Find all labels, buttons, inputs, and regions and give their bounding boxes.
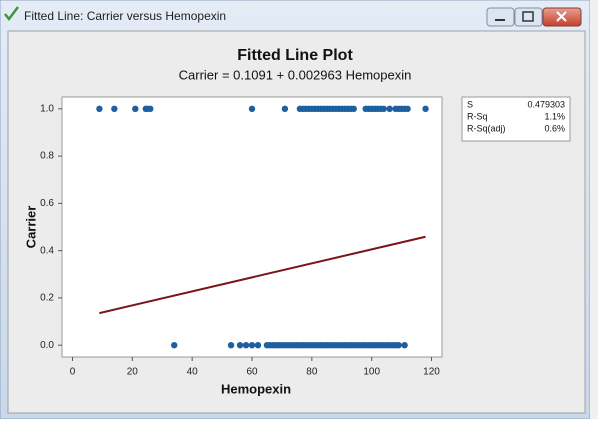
data-point [404,105,411,113]
x-tick-label: 20 [127,367,139,378]
stat-label: S [467,99,473,109]
x-axis-label: Hemopexin [221,381,291,396]
maximize-icon [522,11,534,22]
stat-value: 1.1% [544,111,565,121]
data-point [236,341,244,349]
chart-title: Fitted Line Plot [237,47,353,64]
minimize-button[interactable] [486,7,515,27]
data-point [96,105,103,113]
y-tick-label: 0.8 [40,151,54,162]
plot-area [61,96,443,358]
data-point [395,341,402,349]
stats-box [461,96,571,142]
minimize-icon [495,19,505,21]
data-point [132,105,139,113]
data-point [242,341,250,349]
data-point [171,341,178,349]
app-icon [4,6,19,22]
x-tick-label: 100 [363,367,380,378]
stat-value: 0.479303 [527,99,565,109]
fitted-line [99,235,426,315]
data-point [248,105,256,113]
y-axis-label: Carrier [23,206,38,249]
x-tick-label: 60 [246,367,258,378]
y-tick-label: 0.4 [40,245,54,256]
x-tick-label: 40 [187,367,199,378]
stat-value: 0.6% [544,123,565,133]
y-tick-label: 0.2 [40,293,54,304]
maximize-button[interactable] [514,7,543,27]
stat-label: R-Sq [467,111,488,121]
x-tick-label: 0 [70,367,76,378]
side-strip [590,0,598,419]
close-icon [556,11,567,22]
data-point [386,105,393,113]
y-tick-label: 1.0 [40,103,54,114]
data-point [227,341,235,349]
x-tick-label: 120 [423,367,440,378]
x-tick-label: 80 [306,367,318,378]
data-point [422,105,429,113]
data-point [254,341,262,349]
y-tick-label: 0.0 [40,340,54,351]
chart-subtitle: Carrier = 0.1091 + 0.002963 Hemopexin [179,67,412,82]
data-point [111,105,118,113]
y-tick-label: 0.6 [40,198,54,209]
data-point [147,105,154,113]
data-point [350,105,357,113]
stat-label: R-Sq(adj) [467,123,506,133]
data-point [401,341,408,349]
data-point [281,105,289,113]
window-title: Fitted Line: Carrier versus Hemopexin [24,9,226,23]
data-point [248,341,256,349]
data-point [380,105,387,113]
